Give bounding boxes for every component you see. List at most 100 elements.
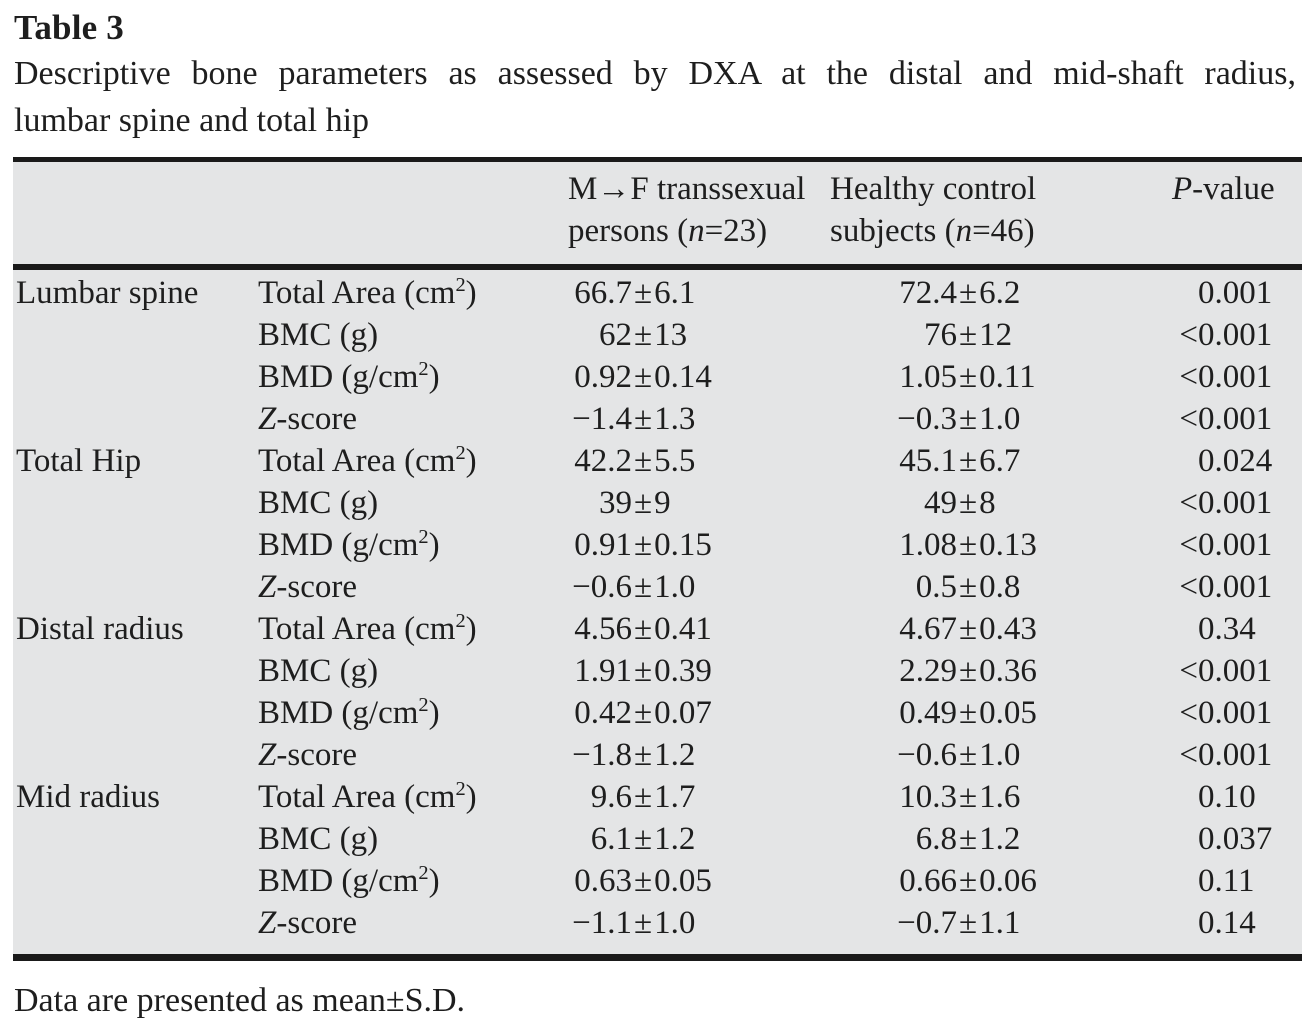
site-label: Distal radius: [16, 611, 184, 647]
table-footnote: Data are presented as mean±S.D.: [14, 982, 466, 1019]
parameter-label: Z-score: [258, 569, 357, 605]
p-value: 0.34: [1198, 611, 1256, 647]
column-header-mf-line1: M→F transsexual: [568, 171, 806, 207]
parameter-label: BMD (g/cm2): [258, 526, 440, 563]
mf-transsexual-value: 62±13: [599, 317, 688, 353]
parameter-label: BMC (g): [258, 485, 379, 521]
parameter-label: BMC (g): [258, 653, 379, 689]
site-label: [16, 650, 258, 692]
site-label: [16, 860, 258, 902]
p-value: <0.001: [1179, 737, 1273, 773]
site-label: Mid radius: [16, 779, 160, 815]
column-header-control-group: Healthy control subjects (n=46): [830, 168, 1172, 252]
table-caption: Descriptive bone parameters as assessed …: [14, 50, 1296, 144]
healthy-control-value: 0.66±0.06: [899, 863, 1037, 899]
parameter-label: Total Area (cm2): [258, 610, 477, 647]
table-number-title: Table 3: [14, 8, 125, 47]
site-label: Total Hip: [16, 443, 142, 479]
table-row: Lumbar spine Total Area (cm2) 66.7±6.1 72.4…: [13, 272, 1302, 314]
mf-transsexual-value: 42.2±5.5: [574, 443, 696, 479]
mf-transsexual-value: −1.4±1.3: [572, 401, 696, 437]
healthy-control-value: 1.05±0.11: [899, 359, 1036, 395]
mf-transsexual-value: 1.91±0.39: [574, 653, 712, 689]
parameter-label: Z-score: [258, 905, 357, 941]
healthy-control-value: −0.7±1.1: [897, 905, 1021, 941]
mf-transsexual-value: −1.8±1.2: [572, 737, 696, 773]
table-caption-line2: lumbar spine and total hip: [14, 102, 370, 139]
site-label: [16, 314, 258, 356]
parameter-label: Z-score: [258, 737, 357, 773]
healthy-control-value: 0.49±0.05: [899, 695, 1037, 731]
site-label: [16, 524, 258, 566]
mf-transsexual-value: 66.7±6.1: [574, 275, 696, 311]
parameter-label: BMC (g): [258, 317, 379, 353]
p-value: 0.14: [1198, 905, 1256, 941]
healthy-control-value: 0.5±0.8: [915, 569, 1021, 605]
table-row: BMD (g/cm2) 0.92±0.14 1.05±0.11 <0.001: [13, 356, 1302, 398]
table-row: BMC (g) 39±9 49±8 <0.001: [13, 482, 1302, 524]
column-header-mf-line2: persons (n=23): [568, 213, 768, 249]
column-header-control-line2: subjects (n=46): [830, 213, 1035, 249]
table-row: BMC (g) 62±13 76±12 <0.001: [13, 314, 1302, 356]
site-label: [16, 818, 258, 860]
table-row: BMD (g/cm2) 0.63±0.05 0.66±0.06 0.11: [13, 860, 1302, 902]
parameter-label: Total Area (cm2): [258, 274, 477, 311]
p-value: <0.001: [1179, 653, 1273, 689]
table-row: Distal radius Total Area (cm2) 4.56±0.41 4.…: [13, 608, 1302, 650]
p-value: <0.001: [1179, 569, 1273, 605]
parameter-label: BMD (g/cm2): [258, 358, 440, 395]
p-value: 0.001: [1198, 275, 1273, 311]
healthy-control-value: 76±12: [924, 317, 1013, 353]
mf-transsexual-value: 0.42±0.07: [574, 695, 712, 731]
mf-transsexual-value: 0.91±0.15: [574, 527, 712, 563]
column-header-pvalue-label: P-value: [1172, 171, 1275, 207]
header-spacer-site: [16, 168, 258, 252]
table-row: Total Hip Total Area (cm2) 42.2±5.5 45.1±6.…: [13, 440, 1302, 482]
site-label: [16, 692, 258, 734]
p-value: 0.11: [1198, 863, 1255, 899]
p-value: 0.024: [1198, 443, 1273, 479]
table-row: Mid radius Total Area (cm2) 9.6±1.7 10.3±1.…: [13, 776, 1302, 818]
mf-transsexual-value: 39±9: [599, 485, 671, 521]
p-value: 0.037: [1198, 821, 1273, 857]
mf-transsexual-value: 6.1±1.2: [590, 821, 696, 857]
data-table: M→F transsexual persons (n=23) Healthy c…: [13, 157, 1302, 961]
mf-transsexual-value: 9.6±1.7: [590, 779, 696, 815]
healthy-control-value: 10.3±1.6: [899, 779, 1021, 815]
mf-transsexual-value: −1.1±1.0: [572, 905, 696, 941]
site-label: Lumbar spine: [16, 275, 199, 311]
table-row: BMC (g) 1.91±0.39 2.29±0.36 <0.001: [13, 650, 1302, 692]
site-label: [16, 566, 258, 608]
table-row: BMC (g) 6.1±1.2 6.8±1.2 0.037: [13, 818, 1302, 860]
healthy-control-value: 2.29±0.36: [899, 653, 1037, 689]
healthy-control-value: 49±8: [924, 485, 996, 521]
table-row: Z-score −1.1±1.0 −0.7±1.1 0.14: [13, 902, 1302, 944]
table-row: Z-score −1.4±1.3 −0.3±1.0 <0.001: [13, 398, 1302, 440]
table-row: Z-score −0.6±1.0 0.5±0.8 <0.001: [13, 566, 1302, 608]
parameter-label: Total Area (cm2): [258, 778, 477, 815]
site-label: [16, 482, 258, 524]
site-label: [16, 734, 258, 776]
header-spacer-parameter: [258, 168, 568, 252]
p-value: <0.001: [1179, 695, 1273, 731]
p-value: <0.001: [1179, 401, 1273, 437]
parameter-label: BMD (g/cm2): [258, 694, 440, 731]
healthy-control-value: 72.4±6.2: [899, 275, 1021, 311]
table-row: BMD (g/cm2) 0.91±0.15 1.08±0.13 <0.001: [13, 524, 1302, 566]
column-header-pvalue: P-value: [1172, 168, 1294, 252]
p-value: <0.001: [1179, 485, 1273, 521]
table-body: Lumbar spine Total Area (cm2) 66.7±6.1 72.4…: [13, 270, 1302, 954]
healthy-control-value: −0.6±1.0: [897, 737, 1021, 773]
column-header-mf-group: M→F transsexual persons (n=23): [568, 168, 830, 252]
mf-transsexual-value: −0.6±1.0: [572, 569, 696, 605]
parameter-label: BMD (g/cm2): [258, 862, 440, 899]
column-header-control-line1: Healthy control: [830, 171, 1037, 207]
table-header-row: M→F transsexual persons (n=23) Healthy c…: [13, 168, 1302, 252]
parameter-label: Total Area (cm2): [258, 442, 477, 479]
p-value: 0.10: [1198, 779, 1256, 815]
healthy-control-value: −0.3±1.0: [897, 401, 1021, 437]
site-label: [16, 398, 258, 440]
healthy-control-value: 45.1±6.7: [899, 443, 1021, 479]
healthy-control-value: 6.8±1.2: [915, 821, 1021, 857]
